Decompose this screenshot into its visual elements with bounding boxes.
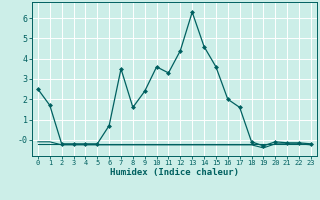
X-axis label: Humidex (Indice chaleur): Humidex (Indice chaleur) bbox=[110, 168, 239, 177]
